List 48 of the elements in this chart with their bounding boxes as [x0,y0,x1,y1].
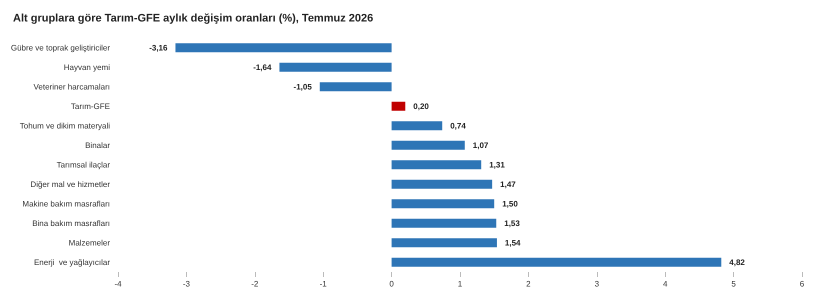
bar [392,160,482,170]
y-tick-label: Tohum ve dikim materyali [20,121,110,130]
x-tick-label: -2 [251,280,259,288]
bar [392,258,722,267]
x-tick-label: 3 [594,280,600,288]
bar [392,180,492,189]
bar [392,140,465,150]
y-tick-label: Binalar [85,140,110,150]
y-tick-label: Malzemeler [68,238,110,248]
data-label: 1,53 [504,218,520,228]
data-label: 1,07 [472,140,489,150]
bar [392,218,496,228]
bar [392,238,497,248]
x-tick-label: 5 [731,280,736,288]
data-label: 1,54 [504,238,522,248]
data-label: 1,47 [500,180,516,189]
x-tick-label: 6 [800,280,805,288]
x-tick-label: -1 [320,280,328,288]
bar [175,43,392,52]
y-tick-label: Diğer mal ve hizmetler [30,180,110,189]
bar [392,121,442,130]
data-label: 0,74 [450,121,466,130]
y-tick-label: Tarımsal ilaçlar [56,160,110,170]
bar [392,102,406,111]
x-tick-label: 1 [458,280,463,288]
data-label: -1,64 [253,62,272,72]
y-tick-label: Gübre ve toprak geliştiriciler [10,43,110,52]
bar [320,82,392,92]
data-label: 1,31 [489,160,506,170]
chart-title: Alt gruplara göre Tarım-GFE aylık değişim oranları (%), Temmuz 2026 [13,12,374,24]
y-tick-label: Hayvan yemi [64,62,110,72]
y-tick-label: Bina bakım masrafları [32,218,110,228]
y-tick-label: Tarım-GFE [70,102,110,111]
x-tick-label: 2 [526,280,532,288]
y-tick-label: Makine bakım masrafları [22,199,110,208]
data-label: 0,20 [413,102,430,111]
data-label: -1,05 [294,82,312,92]
y-tick-label: Enerji ve yağlayıcılar [34,258,110,267]
x-tick-label: 4 [662,280,668,288]
data-label: -3,16 [149,43,168,52]
x-tick-label: -3 [182,280,190,288]
data-label: 1,50 [502,199,518,208]
bar [392,199,494,208]
x-tick-label: -4 [114,280,122,288]
x-tick-label: 0 [389,280,394,288]
bar [279,62,392,72]
data-label: 4,82 [729,258,746,267]
y-tick-label: Veteriner harcamaları [34,82,110,92]
